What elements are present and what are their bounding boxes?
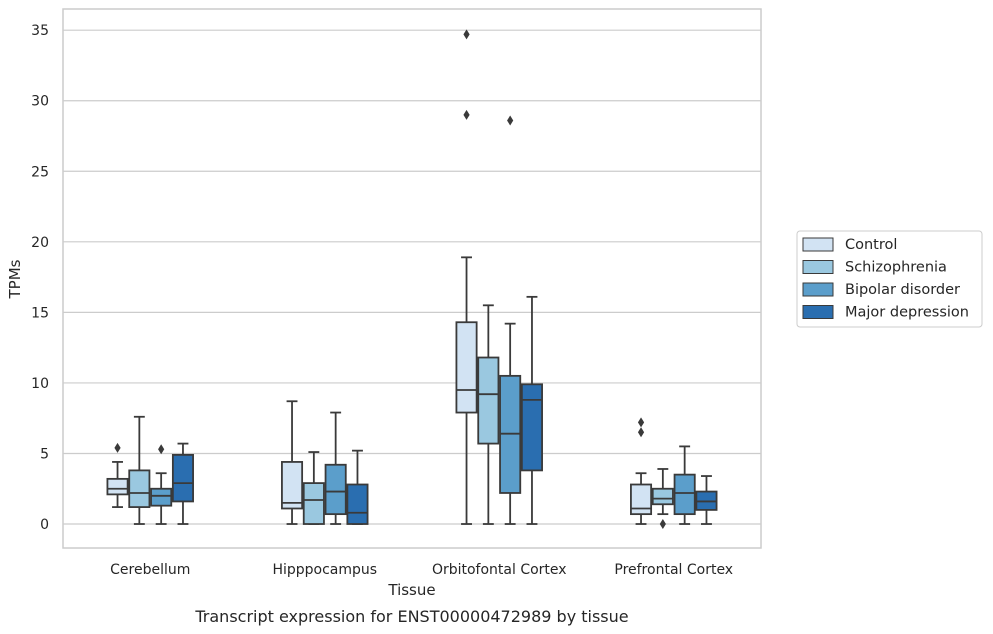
plot-area-frame: [62, 8, 762, 549]
box-body: [281, 461, 304, 510]
y-tick-label: 25: [31, 164, 49, 180]
box-body: [520, 383, 543, 472]
box-bipolar-disorder: [499, 115, 522, 525]
box-body: [106, 477, 129, 496]
box-schizophrenia: [477, 304, 500, 525]
box-schizophrenia: [128, 415, 151, 525]
box-major-depression: [171, 442, 194, 525]
gridlines: [63, 29, 761, 525]
x-tick-label: Cerebellum: [110, 562, 190, 578]
box-body: [346, 483, 369, 525]
legend-label: Schizophrenia: [845, 260, 947, 276]
box-body: [171, 453, 194, 503]
boxes: [106, 29, 718, 530]
box-body: [455, 321, 478, 414]
x-tick-label: Prefrontal Cortex: [614, 562, 733, 578]
box-control: [106, 442, 129, 508]
box-body: [302, 482, 325, 525]
outlier-point: [637, 417, 645, 428]
box-body: [673, 473, 696, 516]
outlier-point: [637, 427, 645, 438]
box-bipolar-disorder: [673, 445, 696, 525]
y-tick-label: 5: [40, 446, 49, 462]
legend: Control Schizophrenia Bipolar disorder Majo…: [796, 230, 983, 328]
x-tick-label: Hipppocampus: [272, 562, 377, 578]
outlier-point: [114, 442, 121, 453]
box-schizophrenia: [302, 451, 325, 525]
box-major-depression: [346, 449, 369, 525]
box-body: [150, 487, 173, 507]
box-schizophrenia: [651, 468, 674, 530]
outlier-point: [507, 115, 514, 126]
box-control: [455, 29, 478, 525]
y-axis-ticks: 0 5 10 15 20 25 30 35: [31, 23, 49, 533]
box-bipolar-disorder: [150, 444, 173, 525]
y-tick-label: 15: [31, 305, 49, 321]
y-tick-label: 10: [31, 376, 49, 392]
box-major-depression: [695, 475, 718, 525]
box-body: [477, 356, 500, 445]
legend-swatch: [802, 260, 834, 274]
y-tick-label: 35: [31, 23, 49, 39]
box-control: [281, 400, 304, 525]
box-bipolar-disorder: [324, 411, 347, 525]
y-tick-label: 20: [31, 235, 49, 251]
legend-swatch: [802, 305, 834, 319]
outlier-point: [659, 519, 666, 530]
x-axis-ticks: Cerebellum Hipppocampus Orbitofontal Corte…: [110, 562, 733, 578]
box-body: [651, 487, 674, 506]
legend-label: Major depression: [845, 305, 969, 321]
x-tick-label: Orbitofontal Cortex: [432, 562, 567, 578]
legend-swatch: [802, 282, 834, 297]
y-tick-label: 30: [31, 94, 49, 110]
outlier-point: [463, 29, 470, 40]
box-body: [630, 483, 653, 516]
figure-caption: Transcript expression for ENST0000047298…: [194, 607, 628, 626]
legend-swatch: [802, 237, 834, 252]
x-axis-label: Tissue: [387, 581, 435, 599]
box-body: [128, 469, 151, 508]
legend-label: Bipolar disorder: [845, 282, 960, 298]
y-tick-label: 0: [40, 517, 49, 533]
outlier-point: [158, 444, 165, 455]
legend-label: Control: [845, 237, 897, 253]
outlier-point: [463, 109, 470, 120]
legend-frame: [796, 230, 983, 328]
box-body: [324, 463, 347, 516]
y-axis-label: TPMs: [6, 259, 24, 299]
box-control: [630, 417, 653, 525]
box-major-depression: [520, 295, 543, 525]
